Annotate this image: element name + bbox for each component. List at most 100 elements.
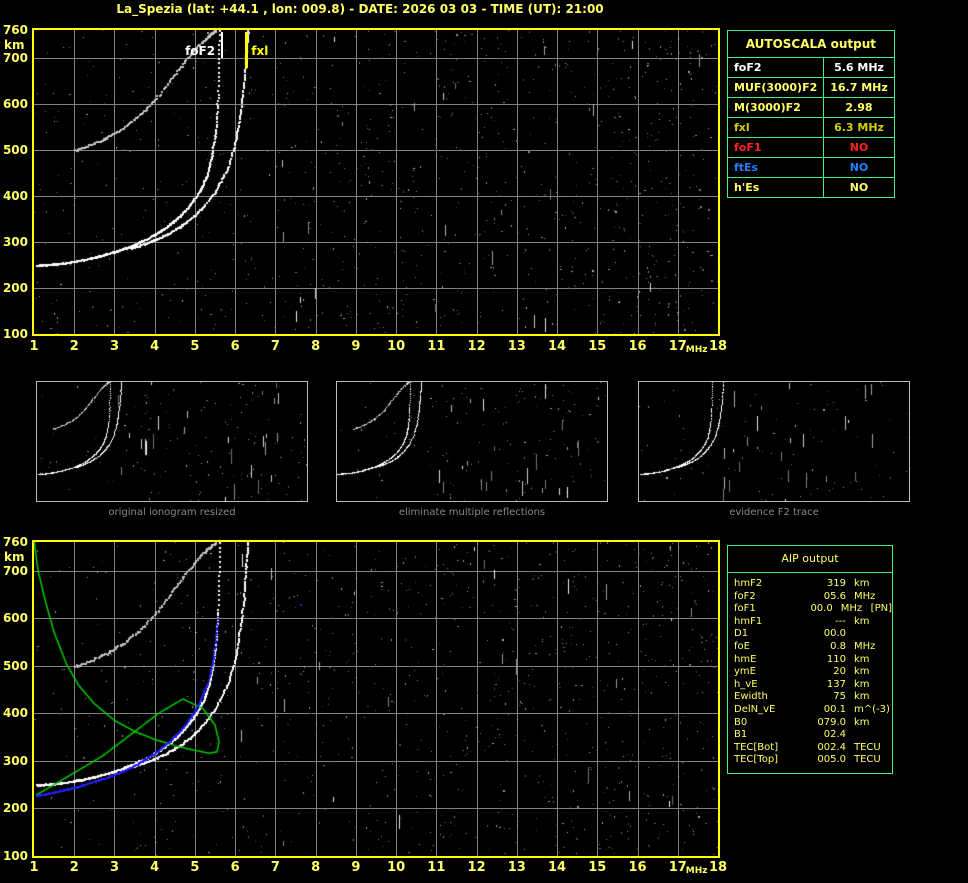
aip-param-name: D1 bbox=[734, 628, 749, 640]
aip-param-name: hmE bbox=[734, 653, 757, 665]
aip-param-unit: km bbox=[854, 653, 870, 665]
x-axis-tick-label: 4 bbox=[150, 339, 160, 354]
aip-row: B0 079.0 km bbox=[734, 717, 892, 730]
x-axis-tick-label: 17 bbox=[668, 860, 687, 875]
x-axis-unit-label: MHz bbox=[685, 866, 708, 876]
profile-ionogram-plot[interactable] bbox=[32, 540, 720, 858]
x-axis-tick-label: 10 bbox=[387, 339, 406, 354]
aip-param-unit bbox=[854, 628, 888, 641]
y-axis-unit-label: km bbox=[4, 550, 25, 564]
y-axis-tick-label: 760 bbox=[2, 23, 28, 37]
aip-param-value: 002.4 bbox=[817, 741, 846, 753]
x-axis-tick-label: 13 bbox=[507, 339, 526, 354]
y-axis-tick-label: 200 bbox=[2, 801, 28, 816]
x-axis-tick-label: 12 bbox=[467, 339, 486, 354]
aip-param-value: 137 bbox=[826, 678, 846, 690]
autoscala-param-name: M(3000)F2 bbox=[726, 97, 825, 118]
aip-row: foF1 00.0 MHz [PN] bbox=[734, 603, 892, 616]
autoscala-param-name: MUF(3000)F2 bbox=[726, 77, 825, 98]
aip-param-name: foF1 bbox=[734, 603, 756, 615]
x-axis-tick-label: 9 bbox=[351, 860, 361, 875]
autoscala-header-row: AUTOSCALA output bbox=[727, 30, 895, 58]
aip-row: hmF2 319 km bbox=[734, 578, 892, 591]
aip-param-value: 110 bbox=[826, 653, 846, 665]
aip-param-value: 00.0 bbox=[823, 628, 846, 640]
main-ionogram-plot[interactable] bbox=[32, 28, 720, 336]
thumbnail-canvas bbox=[337, 382, 607, 501]
x-axis-tick-label: 8 bbox=[311, 860, 321, 875]
autoscala-row: foF1 NO bbox=[726, 137, 895, 158]
y-axis-tick-label: 600 bbox=[2, 611, 28, 626]
x-axis-tick-label: 13 bbox=[507, 860, 526, 875]
aip-param-unit: TECU bbox=[854, 754, 881, 766]
autoscala-param-name: foF1 bbox=[726, 137, 825, 158]
x-axis-tick-label: 6 bbox=[230, 860, 240, 875]
autoscala-param-value: NO bbox=[823, 137, 895, 158]
aip-param-name: foF2 bbox=[734, 590, 756, 602]
aip-title: AIP output bbox=[728, 546, 892, 573]
autoscala-row: fxl 6.3 MHz bbox=[726, 117, 895, 138]
y-axis-tick-label: 200 bbox=[2, 280, 28, 295]
aip-param-extra: [PN] bbox=[870, 603, 892, 615]
autoscala-param-name: ftEs bbox=[726, 157, 825, 178]
aip-row: foE 0.8 MHz bbox=[734, 641, 892, 654]
x-axis-tick-label: 18 bbox=[708, 860, 728, 875]
autoscala-param-value: 16.7 MHz bbox=[823, 77, 895, 98]
thumbnail-evidence-f2-trace[interactable] bbox=[638, 381, 910, 502]
y-axis-tick-label: 300 bbox=[2, 234, 28, 249]
x-axis-tick-label: 14 bbox=[548, 339, 567, 354]
aip-param-unit: TECU bbox=[854, 741, 881, 753]
aip-row: B1 02.4 bbox=[734, 729, 892, 742]
x-axis-tick-label: 3 bbox=[109, 339, 119, 354]
thumbnail-canvas bbox=[639, 382, 909, 501]
x-axis-tick-label: 12 bbox=[467, 860, 486, 875]
aip-param-unit: km bbox=[854, 691, 870, 703]
autoscala-row: foF2 5.6 MHz bbox=[726, 57, 895, 78]
aip-param-name: TEC[Bot] bbox=[734, 741, 779, 753]
autoscala-param-value: NO bbox=[823, 177, 895, 198]
y-axis-tick-label: 100 bbox=[2, 327, 28, 341]
x-axis-tick-label: 17 bbox=[668, 339, 687, 354]
y-axis-unit-label: km bbox=[4, 38, 25, 52]
aip-param-name: hmF2 bbox=[734, 578, 763, 589]
aip-param-value: 0.8 bbox=[830, 640, 846, 652]
aip-param-unit: km bbox=[854, 578, 870, 589]
x-axis-tick-label: 2 bbox=[69, 339, 79, 354]
x-axis-tick-label: 9 bbox=[351, 339, 361, 354]
aip-param-unit bbox=[854, 729, 888, 742]
thumbnail-eliminate-multiple-reflections[interactable] bbox=[336, 381, 608, 502]
autoscala-output-table: AUTOSCALA output foF2 5.6 MHz MUF(3000)F2 1… bbox=[726, 30, 895, 198]
y-axis-tick-label: 100 bbox=[2, 849, 28, 863]
aip-row: foF2 05.6 MHz bbox=[734, 591, 892, 604]
y-axis-tick-label: 400 bbox=[2, 706, 28, 721]
aip-param-unit: m^(-3) bbox=[854, 703, 890, 715]
autoscala-row: M(3000)F2 2.98 bbox=[726, 97, 895, 118]
aip-param-unit: MHz bbox=[840, 603, 863, 615]
thumbnail-original-ionogram[interactable] bbox=[36, 381, 308, 502]
aip-output-panel: AIP output hmF2 319 km foF2 05.6 MHz foF1 00.0 M… bbox=[727, 545, 893, 774]
x-axis-tick-label: 18 bbox=[708, 339, 728, 354]
autoscala-row: h'Es NO bbox=[726, 177, 895, 198]
x-axis-tick-label: 14 bbox=[548, 860, 567, 875]
aip-row: hmF1 --- km bbox=[734, 616, 892, 629]
thumbnail-canvas bbox=[37, 382, 307, 501]
x-axis-tick-label: 10 bbox=[387, 860, 406, 875]
y-axis-tick-label: 400 bbox=[2, 188, 28, 203]
autoscala-param-value: NO bbox=[823, 157, 895, 178]
aip-row: hmE 110 km bbox=[734, 654, 892, 667]
x-axis-unit-label: MHz bbox=[685, 345, 708, 355]
aip-param-value: 75 bbox=[833, 691, 846, 703]
aip-param-name: foE bbox=[734, 640, 750, 652]
aip-param-unit: MHz bbox=[854, 590, 876, 602]
aip-row: ymE 20 km bbox=[734, 666, 892, 679]
x-axis-tick-label: 5 bbox=[190, 339, 200, 354]
fof2-marker-line bbox=[221, 32, 224, 58]
fxl-marker-line bbox=[245, 32, 249, 68]
profile-overlay-canvas bbox=[34, 542, 718, 856]
aip-rows: hmF2 319 km foF2 05.6 MHz foF1 00.0 MHz [PN] hmF1-… bbox=[728, 573, 892, 773]
aip-param-unit: km bbox=[854, 716, 870, 728]
aip-row: TEC[Top] 005.0 TECU bbox=[734, 754, 892, 767]
aip-param-value: 079.0 bbox=[817, 716, 846, 728]
aip-param-name: B0 bbox=[734, 716, 748, 728]
fxl-annotation-label: fxl bbox=[251, 44, 269, 58]
